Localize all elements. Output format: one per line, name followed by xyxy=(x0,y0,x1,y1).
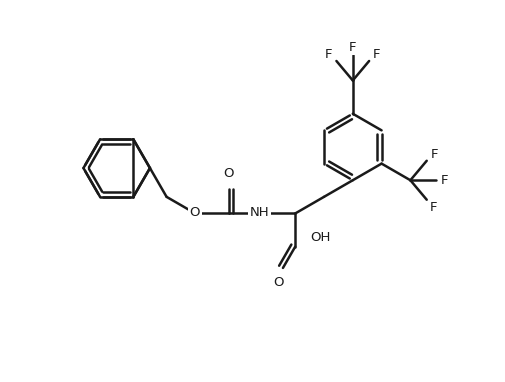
Text: F: F xyxy=(348,41,356,54)
Text: NH: NH xyxy=(249,206,269,219)
Text: O: O xyxy=(189,206,200,219)
Text: F: F xyxy=(373,48,380,61)
Text: F: F xyxy=(429,148,437,161)
Text: O: O xyxy=(223,167,233,180)
Text: F: F xyxy=(428,201,436,214)
Text: F: F xyxy=(324,48,332,61)
Text: O: O xyxy=(273,276,283,289)
Text: OH: OH xyxy=(310,231,330,244)
Text: F: F xyxy=(439,174,447,187)
